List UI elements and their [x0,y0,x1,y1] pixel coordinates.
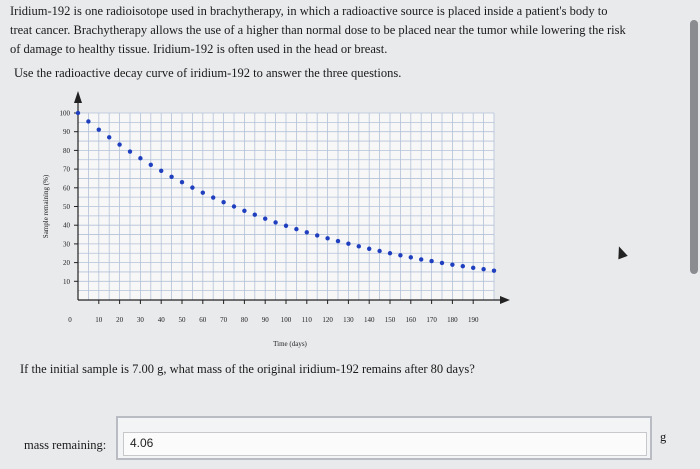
x-tick-label: 60 [199,316,207,324]
data-point [117,142,122,147]
data-point [356,244,361,249]
x-tick-label: 0 [68,316,72,324]
data-point [325,236,330,241]
data-point [242,208,247,214]
data-point [304,230,309,235]
x-tick-label: 100 [281,316,292,324]
data-point [96,127,102,132]
x-tick-label: 10 [95,316,103,324]
data-point [200,190,205,195]
answer-row: mass remaining: 4.06 g [20,414,670,464]
data-point [377,248,382,254]
data-point [211,195,216,200]
y-axis-arrow-icon [74,91,82,103]
data-point [138,156,143,161]
decay-curve-chart: 10 20 30 40 50 60 70 80 90 100 0 10 20 30 40 50 60 70 80 90… [42,91,510,348]
mouse-cursor-icon [614,244,628,260]
data-point [460,263,465,269]
data-point [263,216,268,221]
y-tick-label: 10 [63,278,71,286]
data-point [169,174,174,179]
x-tick-label: 40 [158,316,166,324]
x-tick-label: 50 [179,316,187,324]
x-tick-label: 70 [220,316,228,324]
data-point [252,212,257,217]
data-point [75,110,81,116]
intro-line-2: treat cancer. Brachytherapy allows the u… [10,23,626,37]
y-tick-label: 80 [63,147,71,155]
y-tick-label: 70 [63,166,71,174]
x-tick-label: 130 [343,316,354,324]
y-tick-label: 60 [63,184,71,192]
x-tick-label: 190 [468,316,479,324]
data-point [387,251,393,256]
x-tick-label: 120 [322,316,333,324]
instruction-text: Use the radioactive decay curve of iridi… [14,66,402,80]
y-tick-label: 50 [63,203,71,211]
data-point [231,204,237,209]
data-point [127,149,133,154]
intro-paragraph: Iridium-192 is one radioisotope used in … [10,2,682,59]
y-axis-label: Sample remaining (%) [42,174,50,238]
scrollbar[interactable] [690,20,698,274]
data-point [107,135,112,140]
x-axis-arrow-icon [500,296,510,304]
data-point [491,268,497,273]
y-tick-label: 40 [63,222,71,230]
x-tick-label: 90 [262,316,270,324]
data-point [450,262,455,267]
y-tick-label: 90 [63,128,71,136]
data-point [429,258,434,264]
intro-line-1: Iridium-192 is one radioisotope used in … [10,4,608,18]
x-tick-label: 30 [137,316,145,324]
data-point [148,162,153,167]
answer-label: mass remaining: [24,438,107,452]
x-tick-label: 110 [302,316,313,324]
intro-line-3: of damage to healthy tissue. Iridium-192… [10,42,388,56]
y-tick-label: 30 [63,240,71,248]
data-point [481,266,486,272]
mass-remaining-input[interactable]: 4.06 [123,432,647,456]
data-point [273,220,278,225]
x-tick-label: 140 [364,316,375,324]
data-point [315,233,320,238]
x-tick-label: 80 [241,316,249,324]
x-tick-label: 160 [406,316,417,324]
data-point [221,199,226,205]
question-text: If the initial sample is 7.00 g, what ma… [20,362,475,376]
data-point [471,265,476,271]
x-tick-label: 150 [385,316,396,324]
data-point [86,119,91,124]
data-point [283,223,289,228]
data-point [367,246,372,251]
x-tick-label: 170 [426,316,437,324]
x-tick-label: 20 [116,316,124,324]
x-axis-label: Time (days) [273,340,307,348]
data-point [408,255,413,260]
data-point [398,253,403,258]
answer-box: 4.06 [116,416,652,460]
data-point [190,185,195,190]
data-point [439,260,445,266]
x-tick-label: 180 [447,316,458,324]
data-point [419,257,424,262]
data-point [335,238,341,244]
data-point [346,241,351,246]
data-point [179,179,185,185]
y-tick-label: 100 [60,110,71,118]
y-tick-label: 20 [63,259,71,267]
data-point [159,168,164,173]
unit-label: g [660,430,667,444]
data-point [294,226,299,232]
